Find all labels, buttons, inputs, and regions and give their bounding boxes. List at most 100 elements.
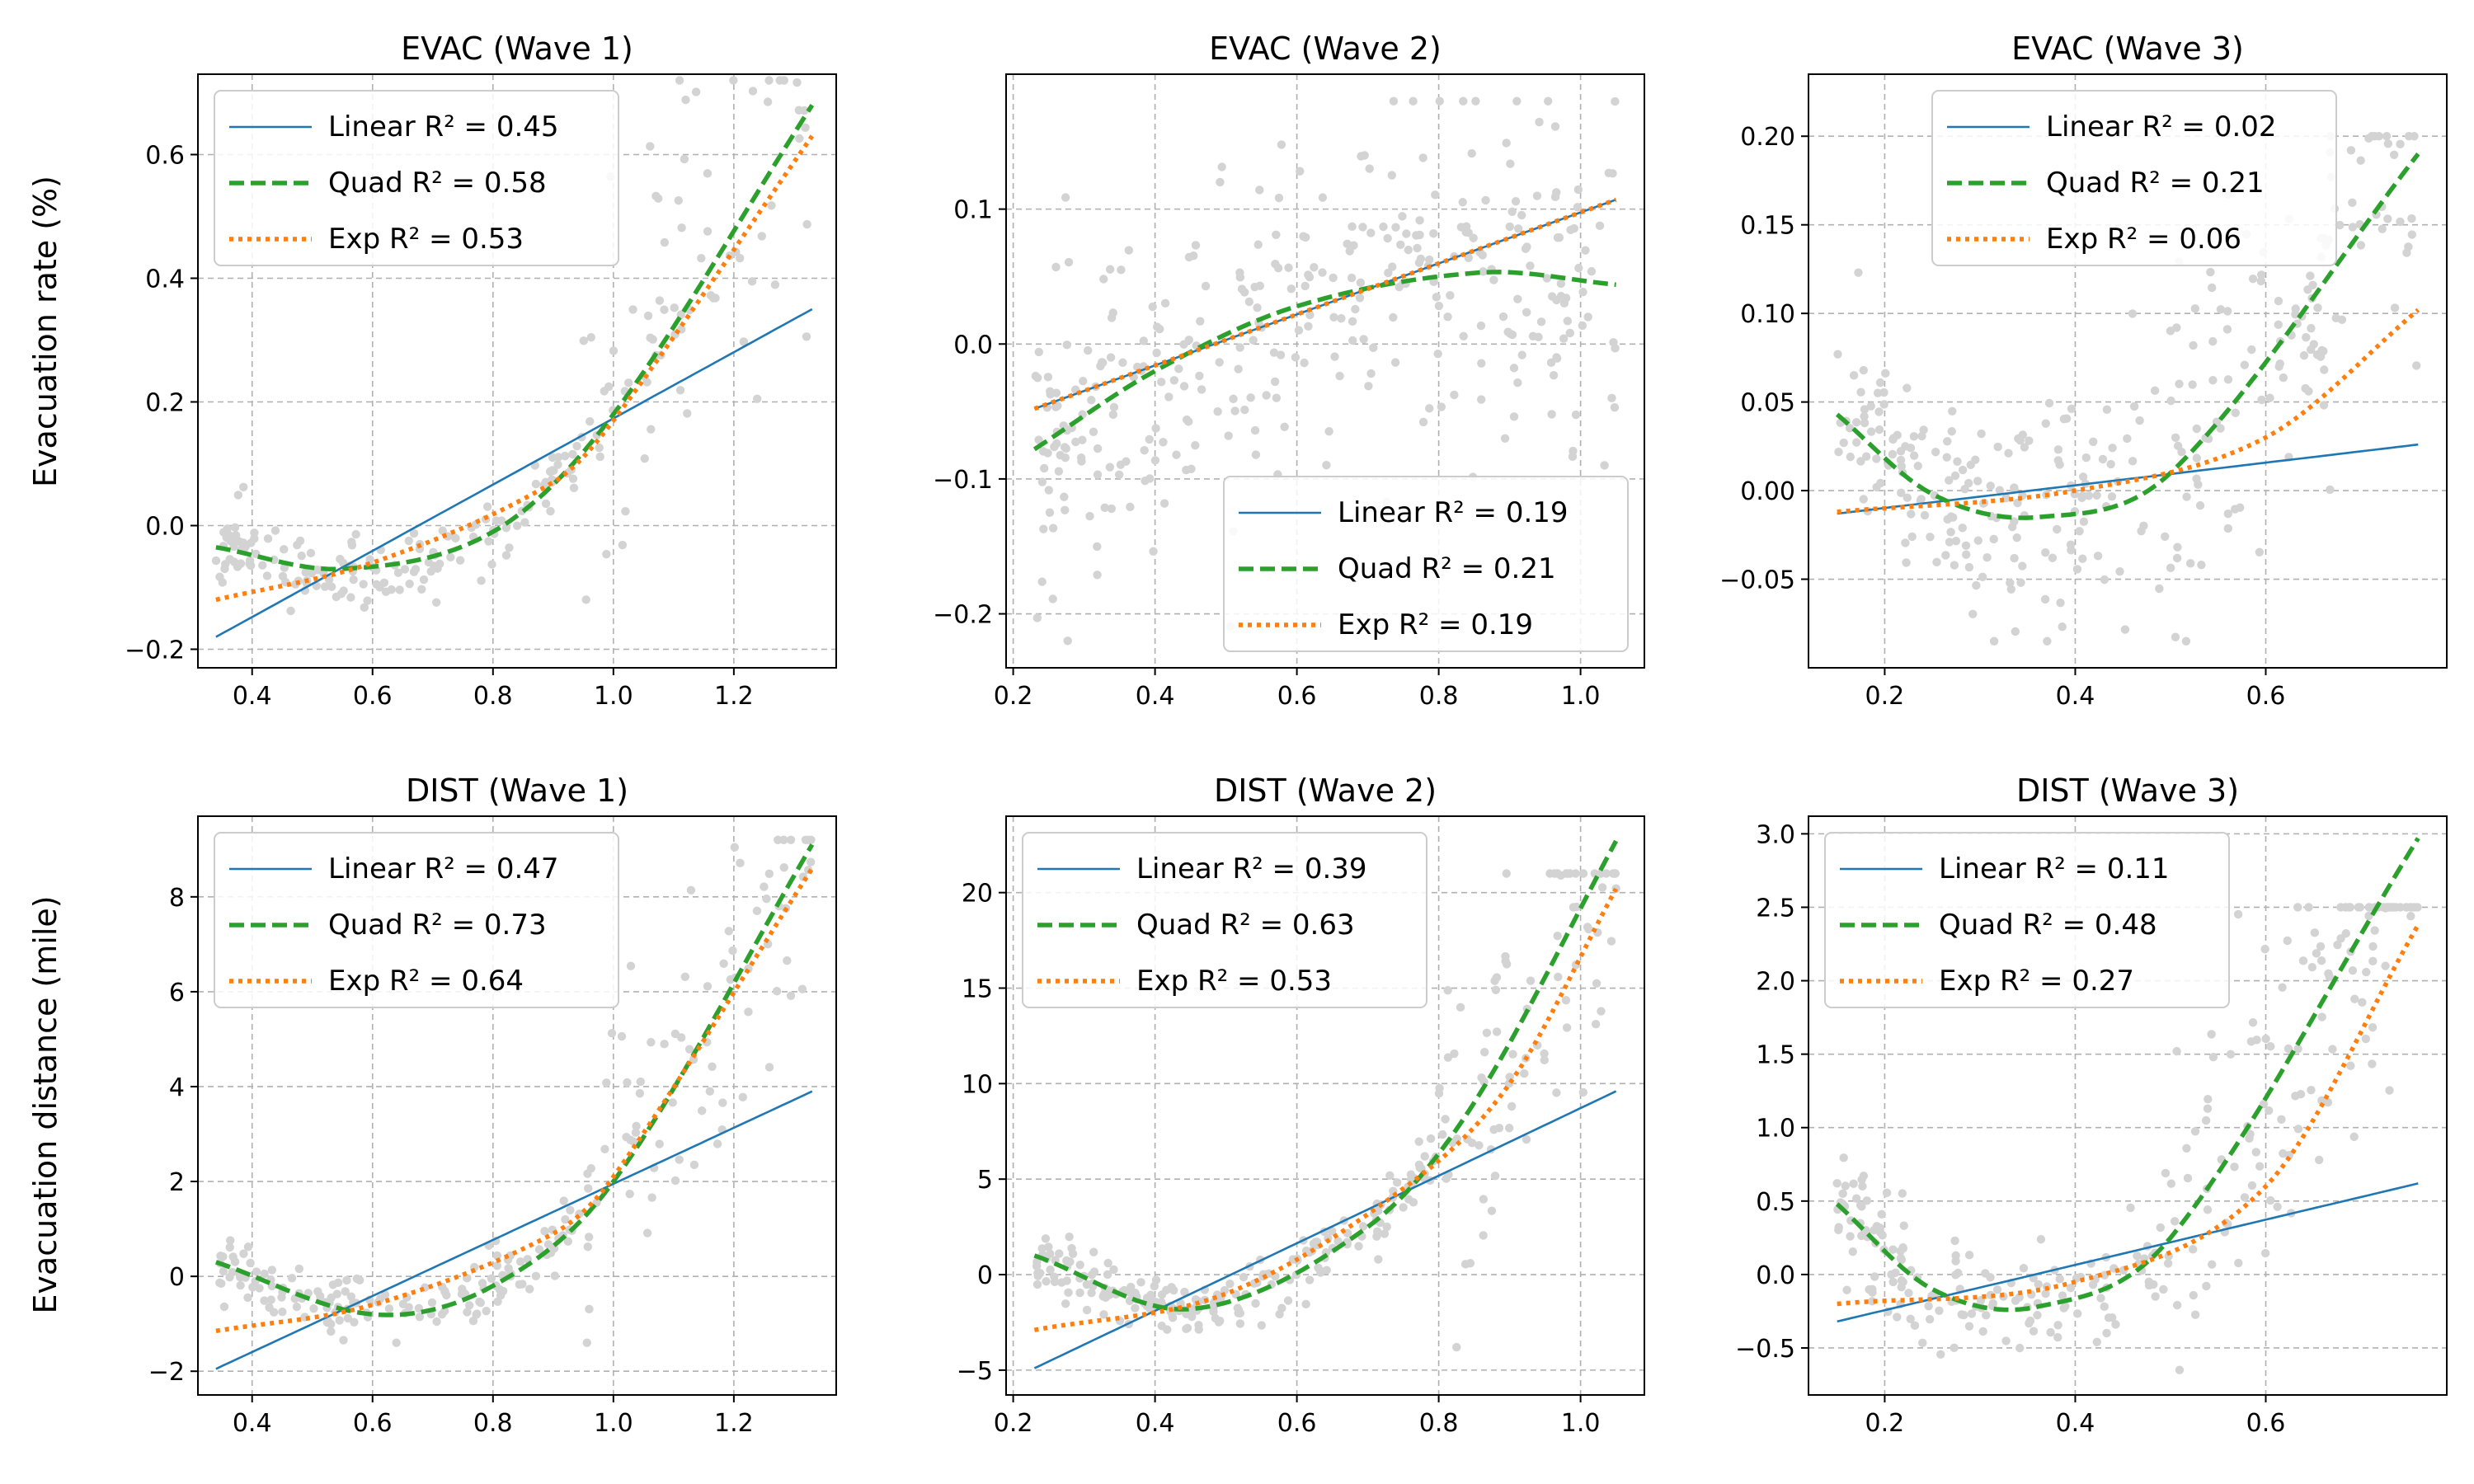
scatter-point <box>728 946 737 956</box>
scatter-point <box>1458 198 1467 207</box>
x-tick-label: 0.6 <box>353 1409 393 1438</box>
scatter-point <box>602 550 611 559</box>
scatter-point <box>327 1327 336 1336</box>
scatter-point <box>713 1139 722 1148</box>
scatter-point <box>1522 1134 1531 1144</box>
legend-frame <box>214 832 619 1008</box>
scatter-point <box>1415 216 1424 225</box>
scatter-point <box>1545 869 1554 878</box>
scatter-point <box>1078 435 1087 444</box>
scatter-point <box>1414 1137 1423 1146</box>
scatter-point <box>1059 421 1068 430</box>
scatter-point <box>1096 361 1105 371</box>
scatter-point <box>1590 869 1599 878</box>
scatter-point <box>1977 429 1986 439</box>
scatter-point <box>1978 1327 1987 1336</box>
scatter-point <box>1416 254 1426 264</box>
scatter-point <box>2234 1258 2243 1268</box>
scatter-point <box>2367 132 2377 141</box>
legend-frame <box>1223 476 1629 652</box>
scatter-point <box>2014 434 2023 444</box>
scatter-point <box>419 575 429 585</box>
scatter-point <box>2098 454 2108 464</box>
scatter-point <box>1459 331 1468 340</box>
scatter-point <box>1553 932 1562 941</box>
scatter-point <box>1157 1322 1166 1331</box>
y-tick-label: −5 <box>957 1357 993 1386</box>
scatter-point <box>1246 393 1255 402</box>
fit-line-linear <box>1837 1182 2419 1323</box>
scatter-point <box>2197 560 2206 570</box>
scatter-point <box>2291 304 2300 313</box>
scatter-point <box>1553 869 1563 878</box>
scatter-point <box>1164 392 1174 402</box>
x-tick-label: 0.6 <box>2246 682 2286 711</box>
scatter-point <box>2370 926 2379 935</box>
axes-frame <box>197 815 837 1396</box>
scatter-point <box>2230 1162 2239 1172</box>
scatter-point <box>655 296 665 305</box>
scatter-point <box>1191 440 1200 450</box>
scatter-point <box>1038 447 1048 456</box>
scatter-point <box>2111 1320 2120 1329</box>
scatter-point <box>446 552 455 562</box>
scatter-point <box>1547 410 1556 419</box>
scatter-point <box>211 556 221 566</box>
scatter-point <box>1374 1206 1383 1215</box>
scatter-point <box>1556 292 1566 301</box>
scatter-point <box>680 972 690 981</box>
scatter-point <box>735 253 745 263</box>
scatter-point <box>1234 364 1243 373</box>
scatter-point <box>617 1031 627 1041</box>
x-tick-label: 0.6 <box>2246 1409 2286 1438</box>
scatter-point <box>1846 1216 1856 1225</box>
scatter-point <box>2361 1034 2371 1044</box>
x-tick-label: 0.4 <box>1136 1409 1175 1438</box>
scatter-point <box>2189 340 2198 350</box>
scatter-point <box>1194 1325 1203 1334</box>
scatter-point <box>229 557 239 566</box>
scatter-point <box>1547 292 1557 301</box>
scatter-point <box>602 1078 611 1087</box>
scatter-point <box>1201 281 1211 291</box>
scatter-point <box>1513 224 1523 233</box>
scatter-point <box>1467 148 1476 158</box>
scatter-point <box>1347 273 1357 283</box>
scatter-point <box>1973 477 1982 486</box>
scatter-point <box>1109 1265 1118 1275</box>
scatter-point <box>2171 632 2180 641</box>
scatter-point <box>250 528 259 538</box>
scatter-point <box>1087 396 1096 405</box>
scatter-point <box>2349 1132 2359 1142</box>
scatter-point <box>1396 240 1405 250</box>
scatter-point <box>708 1062 717 1072</box>
scatter-point <box>398 1299 408 1308</box>
scatter-point <box>1587 266 1597 276</box>
scatter-point <box>360 603 369 613</box>
scatter-point <box>2011 627 2020 636</box>
scatter-point <box>1117 265 1126 275</box>
scatter-point <box>681 95 690 105</box>
scatter-point <box>1213 407 1222 416</box>
scatter-point <box>2312 949 2321 958</box>
scatter-point <box>1087 1270 1097 1280</box>
scatter-point <box>1149 547 1158 556</box>
legend-label: Quad R² = 0.73 <box>328 909 547 942</box>
scatter-point <box>1866 427 1876 436</box>
scatter-point <box>697 253 706 263</box>
scatter-point <box>404 536 413 546</box>
scatter-point <box>2391 903 2401 912</box>
scatter-point <box>2188 380 2197 389</box>
scatter-point <box>2310 928 2320 937</box>
scatter-point <box>1907 532 1917 542</box>
scatter-point <box>806 857 816 866</box>
scatter-point <box>1960 485 1969 494</box>
scatter-point <box>472 1310 481 1319</box>
y-tick-label: −0.1 <box>933 466 993 495</box>
scatter-point <box>2266 1195 2275 1205</box>
scatter-point <box>1476 395 1486 404</box>
scatter-point <box>744 1007 753 1017</box>
scatter-point <box>2412 361 2421 370</box>
scatter-point <box>2161 1168 2171 1178</box>
scatter-point <box>2048 553 2058 562</box>
